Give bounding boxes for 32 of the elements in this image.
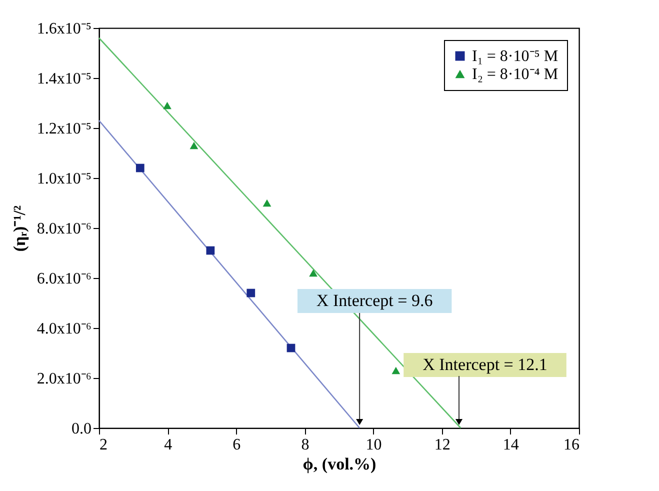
y-tick-label: 1.6x10⁻⁵ [36, 20, 92, 38]
y-tick-label: 8.0x10⁻⁶ [36, 220, 92, 238]
point [309, 269, 318, 277]
x-tick-label: 16 [564, 436, 580, 454]
y-tick-label: 1.2x10⁻⁵ [36, 120, 92, 138]
point [163, 102, 172, 110]
point [392, 366, 400, 374]
point [206, 246, 215, 255]
point [286, 344, 296, 352]
point [246, 288, 256, 298]
x-tick-label: 14 [502, 436, 519, 454]
x-tick-label: 10 [366, 436, 382, 454]
annotation: X Intercept = 12.1 [422, 355, 548, 374]
annotation: X Intercept = 9.6 [316, 291, 433, 310]
point [190, 142, 198, 150]
y-tick-label: 4.0x10⁻⁶ [36, 320, 92, 338]
y-tick-label: 0.0 [72, 420, 92, 438]
point [262, 199, 272, 207]
x-tick-label: 8 [301, 436, 310, 454]
x-tick-label: 12 [434, 436, 450, 454]
x-tick-label: 4 [164, 436, 172, 454]
x-axis-title: ϕ, (vol.%) [302, 454, 376, 474]
x-tick-label: 2 [100, 436, 108, 454]
legend-label: I₁ = 8·10⁻⁵ M [472, 48, 558, 65]
x-tick-label: 6 [232, 436, 241, 454]
y-tick-label: 1.0x10⁻⁵ [36, 170, 92, 188]
y-axis-title: (ηᵣ)⁻¹/² [10, 205, 29, 252]
point [136, 164, 144, 172]
y-tick-label: 1.4x10⁻⁵ [36, 70, 92, 88]
y-tick-label: 2.0x10⁻⁶ [36, 370, 92, 388]
y-tick-label: 6.0x10⁻⁶ [36, 270, 92, 288]
legend-label: I₂ = 8·10⁻⁴ M [472, 66, 558, 83]
